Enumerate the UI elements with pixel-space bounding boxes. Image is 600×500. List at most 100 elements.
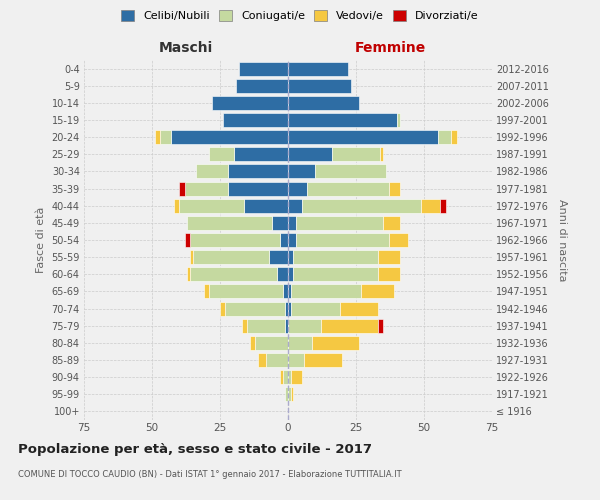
- Bar: [209, 284, 283, 298]
- Bar: [378, 268, 400, 281]
- Bar: [451, 130, 457, 144]
- Bar: [288, 233, 296, 247]
- Bar: [285, 318, 288, 332]
- Bar: [288, 96, 359, 110]
- Bar: [285, 388, 288, 402]
- Bar: [440, 198, 446, 212]
- Bar: [155, 130, 160, 144]
- Bar: [288, 182, 307, 196]
- Bar: [288, 198, 302, 212]
- Bar: [193, 250, 269, 264]
- Bar: [187, 216, 272, 230]
- Text: COMUNE DI TOCCO CAUDIO (BN) - Dati ISTAT 1° gennaio 2017 - Elaborazione TUTTITAL: COMUNE DI TOCCO CAUDIO (BN) - Dati ISTAT…: [18, 470, 401, 479]
- Bar: [212, 96, 288, 110]
- Bar: [236, 78, 288, 92]
- Bar: [250, 336, 256, 350]
- Bar: [277, 268, 288, 281]
- Bar: [283, 370, 288, 384]
- Bar: [203, 284, 209, 298]
- Bar: [437, 130, 451, 144]
- Bar: [332, 148, 380, 162]
- Bar: [239, 62, 288, 76]
- Bar: [361, 284, 394, 298]
- Bar: [291, 302, 340, 316]
- Bar: [288, 388, 291, 402]
- Bar: [389, 182, 400, 196]
- Bar: [296, 233, 389, 247]
- Bar: [190, 250, 193, 264]
- Bar: [340, 302, 378, 316]
- Bar: [288, 284, 291, 298]
- Bar: [228, 164, 288, 178]
- Bar: [179, 182, 185, 196]
- Bar: [247, 318, 285, 332]
- Bar: [244, 198, 288, 212]
- Bar: [291, 370, 302, 384]
- Bar: [304, 353, 343, 367]
- Bar: [291, 388, 293, 402]
- Bar: [160, 130, 171, 144]
- Bar: [258, 353, 266, 367]
- Bar: [226, 302, 285, 316]
- Bar: [283, 284, 288, 298]
- Bar: [296, 216, 383, 230]
- Bar: [389, 233, 407, 247]
- Bar: [220, 302, 226, 316]
- Bar: [280, 233, 288, 247]
- Bar: [256, 336, 288, 350]
- Bar: [383, 216, 400, 230]
- Text: Maschi: Maschi: [159, 41, 213, 55]
- Bar: [228, 182, 288, 196]
- Bar: [288, 302, 291, 316]
- Bar: [378, 250, 400, 264]
- Bar: [185, 182, 228, 196]
- Bar: [190, 268, 277, 281]
- Bar: [280, 370, 283, 384]
- Bar: [315, 164, 386, 178]
- Bar: [209, 148, 233, 162]
- Bar: [242, 318, 247, 332]
- Bar: [272, 216, 288, 230]
- Bar: [190, 233, 280, 247]
- Bar: [288, 268, 293, 281]
- Bar: [378, 318, 383, 332]
- Bar: [380, 148, 383, 162]
- Bar: [313, 336, 359, 350]
- Bar: [174, 198, 179, 212]
- Bar: [288, 216, 296, 230]
- Bar: [288, 130, 437, 144]
- Bar: [233, 148, 288, 162]
- Bar: [223, 113, 288, 127]
- Bar: [307, 182, 389, 196]
- Bar: [266, 353, 288, 367]
- Bar: [288, 353, 304, 367]
- Bar: [269, 250, 288, 264]
- Bar: [196, 164, 228, 178]
- Text: Popolazione per età, sesso e stato civile - 2017: Popolazione per età, sesso e stato civil…: [18, 442, 372, 456]
- Bar: [293, 268, 378, 281]
- Bar: [421, 198, 440, 212]
- Bar: [185, 233, 190, 247]
- Bar: [179, 198, 244, 212]
- Bar: [288, 164, 315, 178]
- Bar: [288, 250, 293, 264]
- Bar: [288, 370, 291, 384]
- Y-axis label: Fasce di età: Fasce di età: [36, 207, 46, 273]
- Bar: [291, 284, 361, 298]
- Bar: [302, 198, 421, 212]
- Bar: [288, 78, 350, 92]
- Bar: [288, 113, 397, 127]
- Bar: [187, 268, 190, 281]
- Bar: [320, 318, 378, 332]
- Bar: [171, 130, 288, 144]
- Y-axis label: Anni di nascita: Anni di nascita: [557, 198, 568, 281]
- Bar: [288, 336, 313, 350]
- Text: Femmine: Femmine: [355, 41, 425, 55]
- Bar: [293, 250, 378, 264]
- Bar: [288, 318, 320, 332]
- Bar: [285, 302, 288, 316]
- Bar: [288, 62, 348, 76]
- Bar: [397, 113, 400, 127]
- Bar: [288, 148, 332, 162]
- Legend: Celibi/Nubili, Coniugati/e, Vedovi/e, Divorziati/e: Celibi/Nubili, Coniugati/e, Vedovi/e, Di…: [117, 6, 483, 26]
